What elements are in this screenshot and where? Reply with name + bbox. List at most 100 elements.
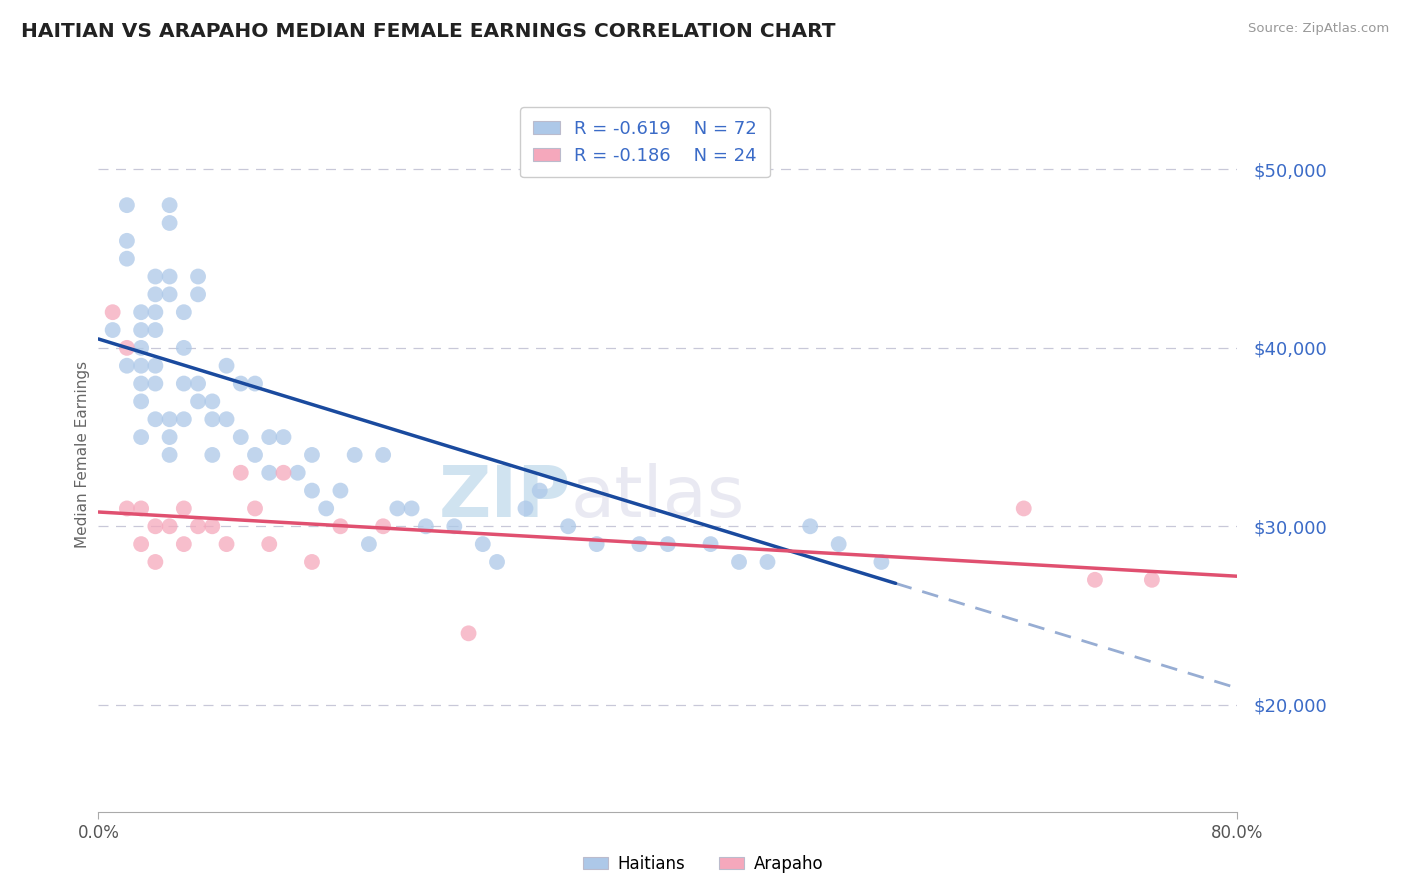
Point bbox=[243, 448, 266, 462]
Point bbox=[329, 483, 352, 498]
Point bbox=[259, 430, 281, 444]
Point bbox=[315, 501, 337, 516]
Point bbox=[259, 466, 281, 480]
Point bbox=[129, 305, 152, 319]
Point bbox=[187, 269, 209, 284]
Point bbox=[301, 448, 323, 462]
Point bbox=[173, 305, 195, 319]
Point bbox=[287, 466, 309, 480]
Text: atlas: atlas bbox=[571, 463, 745, 533]
Point bbox=[129, 359, 152, 373]
Point bbox=[159, 269, 181, 284]
Point bbox=[145, 287, 167, 301]
Point bbox=[215, 359, 238, 373]
Point bbox=[129, 376, 152, 391]
Point bbox=[515, 501, 537, 516]
Point bbox=[115, 341, 138, 355]
Point bbox=[273, 466, 295, 480]
Point bbox=[273, 430, 295, 444]
Point bbox=[159, 430, 181, 444]
Point bbox=[129, 323, 152, 337]
Point bbox=[373, 448, 395, 462]
Point bbox=[628, 537, 651, 551]
Point bbox=[457, 626, 479, 640]
Point bbox=[187, 376, 209, 391]
Point bbox=[301, 483, 323, 498]
Legend: R = -0.619    N = 72, R = -0.186    N = 24: R = -0.619 N = 72, R = -0.186 N = 24 bbox=[520, 107, 770, 178]
Point bbox=[145, 519, 167, 533]
Point bbox=[173, 376, 195, 391]
Point bbox=[243, 376, 266, 391]
Point bbox=[756, 555, 779, 569]
Text: HAITIAN VS ARAPAHO MEDIAN FEMALE EARNINGS CORRELATION CHART: HAITIAN VS ARAPAHO MEDIAN FEMALE EARNING… bbox=[21, 22, 835, 41]
Point bbox=[243, 501, 266, 516]
Point bbox=[229, 466, 252, 480]
Point bbox=[159, 448, 181, 462]
Point bbox=[115, 252, 138, 266]
Point bbox=[159, 412, 181, 426]
Point bbox=[201, 412, 224, 426]
Point bbox=[115, 501, 138, 516]
Point bbox=[215, 537, 238, 551]
Point bbox=[301, 555, 323, 569]
Point bbox=[145, 555, 167, 569]
Point bbox=[728, 555, 751, 569]
Y-axis label: Median Female Earnings: Median Female Earnings bbox=[75, 361, 90, 549]
Text: ZIP: ZIP bbox=[439, 463, 571, 533]
Point bbox=[201, 394, 224, 409]
Text: Source: ZipAtlas.com: Source: ZipAtlas.com bbox=[1249, 22, 1389, 36]
Point bbox=[343, 448, 366, 462]
Point bbox=[173, 501, 195, 516]
Point bbox=[187, 287, 209, 301]
Point bbox=[159, 287, 181, 301]
Point bbox=[173, 412, 195, 426]
Point bbox=[145, 269, 167, 284]
Point bbox=[129, 341, 152, 355]
Point bbox=[115, 359, 138, 373]
Point bbox=[129, 501, 152, 516]
Point bbox=[145, 359, 167, 373]
Point bbox=[215, 412, 238, 426]
Point bbox=[471, 537, 494, 551]
Point bbox=[557, 519, 579, 533]
Point bbox=[159, 198, 181, 212]
Point bbox=[529, 483, 551, 498]
Point bbox=[129, 430, 152, 444]
Point bbox=[373, 519, 395, 533]
Point bbox=[115, 198, 138, 212]
Point bbox=[1084, 573, 1107, 587]
Point bbox=[159, 216, 181, 230]
Point bbox=[585, 537, 607, 551]
Point bbox=[1012, 501, 1035, 516]
Point bbox=[828, 537, 851, 551]
Point bbox=[101, 323, 124, 337]
Legend: Haitians, Arapaho: Haitians, Arapaho bbox=[576, 848, 830, 880]
Point bbox=[329, 519, 352, 533]
Point bbox=[129, 394, 152, 409]
Point bbox=[699, 537, 721, 551]
Point bbox=[870, 555, 893, 569]
Point bbox=[101, 305, 124, 319]
Point bbox=[229, 430, 252, 444]
Point bbox=[201, 448, 224, 462]
Point bbox=[129, 537, 152, 551]
Point bbox=[443, 519, 465, 533]
Point bbox=[1140, 573, 1163, 587]
Point bbox=[229, 376, 252, 391]
Point bbox=[401, 501, 423, 516]
Point bbox=[145, 412, 167, 426]
Point bbox=[201, 519, 224, 533]
Point bbox=[173, 537, 195, 551]
Point bbox=[415, 519, 437, 533]
Point bbox=[259, 537, 281, 551]
Point bbox=[187, 519, 209, 533]
Point bbox=[657, 537, 679, 551]
Point bbox=[159, 519, 181, 533]
Point bbox=[387, 501, 409, 516]
Point bbox=[187, 394, 209, 409]
Point bbox=[799, 519, 821, 533]
Point bbox=[357, 537, 380, 551]
Point bbox=[145, 376, 167, 391]
Point bbox=[145, 305, 167, 319]
Point bbox=[145, 323, 167, 337]
